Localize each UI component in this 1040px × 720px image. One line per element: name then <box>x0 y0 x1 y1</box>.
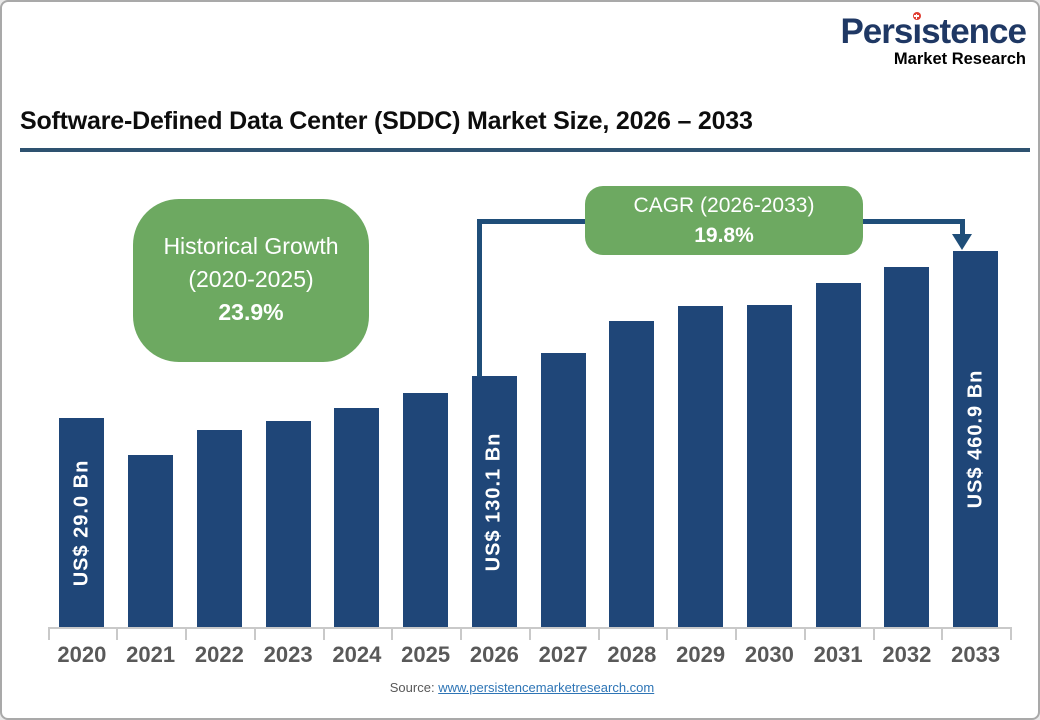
bar-2032 <box>884 267 930 627</box>
cagr-value: 19.8% <box>694 224 754 247</box>
x-axis-tick <box>460 627 462 640</box>
bracket-horizontal-right <box>861 219 965 224</box>
historical-growth-line2: (2020-2025) <box>188 266 314 292</box>
x-tick-label-2024: 2024 <box>332 642 382 667</box>
historical-growth-line1: Historical Growth <box>163 233 339 259</box>
brand-part-post: stence <box>921 12 1027 51</box>
x-axis-tick <box>185 627 187 640</box>
x-axis-tick <box>253 627 256 640</box>
x-tick-label-2029: 2029 <box>676 642 726 667</box>
brand-logo: Persı stence Market Research <box>840 12 1027 68</box>
x-tick-label-2023: 2023 <box>263 642 313 667</box>
bracket-horizontal-left <box>477 219 589 224</box>
x-tick-label-2026: 2026 <box>469 642 519 667</box>
bar-2029 <box>678 306 724 627</box>
bar-2023 <box>265 421 311 627</box>
x-axis-tick <box>528 627 531 640</box>
x-axis-tick <box>116 627 119 640</box>
bracket-vertical-right <box>960 219 965 236</box>
brand-part-pre: Pers <box>840 12 913 51</box>
x-axis-tick <box>735 627 737 640</box>
x-axis-tick <box>1010 627 1012 640</box>
x-axis-tick <box>666 627 669 640</box>
x-tick-label-2033: 2033 <box>951 642 1001 667</box>
bracket-vertical-2026 <box>477 219 482 377</box>
bar-2028 <box>609 321 655 627</box>
arrow-down-icon <box>952 234 972 250</box>
title-underline <box>20 148 1030 152</box>
cagr-title: CAGR (2026-2033) <box>633 194 815 217</box>
brand-wordmark: Persı stence <box>840 12 1027 51</box>
source-link[interactable]: www.persistencemarketresearch.com <box>438 680 655 695</box>
x-tick-label-2027: 2027 <box>538 642 588 667</box>
bar-2027 <box>540 353 586 627</box>
bar-2026: US$ 130.1 Bn <box>471 376 517 627</box>
x-tick-label-2025: 2025 <box>401 642 451 667</box>
source-prefix: Source: <box>389 680 435 695</box>
brand-letter-i: ı <box>912 12 922 51</box>
logo-red-dot-icon <box>912 12 921 20</box>
historical-growth-value: 23.9% <box>218 299 284 325</box>
bar-2025 <box>403 393 449 627</box>
bar-2033: US$ 460.9 Bn <box>953 251 999 627</box>
x-tick-label-2022: 2022 <box>194 642 244 667</box>
x-tick-label-2032: 2032 <box>882 642 932 667</box>
bar-2030 <box>746 305 792 627</box>
bar-value-label: US$ 130.1 Bn <box>482 432 505 571</box>
x-axis-tick <box>322 627 325 640</box>
bar-2024 <box>334 408 380 627</box>
x-axis-tick <box>803 627 806 640</box>
historical-growth-callout: Historical Growth (2020-2025) 23.9% <box>133 199 369 362</box>
cagr-callout: CAGR (2026-2033) 19.8% <box>585 186 863 255</box>
x-tick-label-2030: 2030 <box>744 642 794 667</box>
x-axis-tick <box>391 627 394 640</box>
brand-tagline: Market Research <box>893 50 1026 68</box>
bar-2022 <box>196 430 242 627</box>
x-tick-label-2028: 2028 <box>607 642 657 667</box>
x-tick-label-2021: 2021 <box>126 642 176 667</box>
x-axis-tick <box>872 627 875 640</box>
source-line: Source: www.persistencemarketresearch.co… <box>2 680 1038 695</box>
page-title: Software-Defined Data Center (SDDC) Mark… <box>20 107 753 135</box>
x-tick-label-2020: 2020 <box>57 642 107 667</box>
bar-value-label: US$ 29.0 Bn <box>70 459 93 586</box>
bar-2031 <box>815 283 861 627</box>
bar-2021 <box>128 455 174 627</box>
x-axis-tick <box>597 627 600 640</box>
bar-2020: US$ 29.0 Bn <box>59 418 105 627</box>
bar-value-label: US$ 460.9 Bn <box>964 369 987 509</box>
x-axis-tick <box>47 627 50 640</box>
x-tick-label-2031: 2031 <box>813 642 863 667</box>
x-axis-tick <box>941 627 944 640</box>
